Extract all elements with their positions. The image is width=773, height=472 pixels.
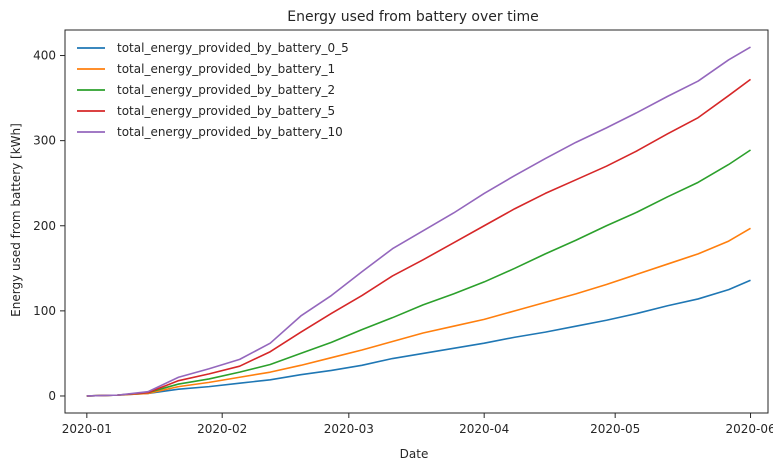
y-tick-label: 0 <box>48 389 56 403</box>
x-tick-label: 2020-03 <box>324 422 374 436</box>
y-tick-label: 300 <box>33 134 56 148</box>
chart-title: Energy used from battery over time <box>287 9 538 25</box>
legend-label: total_energy_provided_by_battery_2 <box>117 83 335 97</box>
series-line-4 <box>86 46 751 397</box>
y-axis-label: Energy used from battery [kWh] <box>9 123 23 317</box>
series-lines <box>86 46 752 397</box>
legend: total_energy_provided_by_battery_0_5tota… <box>77 41 349 139</box>
y-tick-label: 200 <box>33 219 56 233</box>
x-tick-label: 2020-01 <box>62 422 112 436</box>
legend-label: total_energy_provided_by_battery_5 <box>117 104 335 118</box>
x-axis: 2020-01 2020-02 2020-03 2020-04 2020-05 2020-… <box>62 413 773 436</box>
plot-frame <box>64 29 769 414</box>
x-tick-label: 2020-04 <box>459 422 509 436</box>
x-tick-label: 2020-02 <box>197 422 247 436</box>
legend-label: total_energy_provided_by_battery_10 <box>117 125 343 139</box>
y-axis: 0 100 200 300 400 <box>33 49 65 403</box>
x-tick-label: 2020-05 <box>590 422 640 436</box>
series-line-3 <box>86 78 752 397</box>
legend-label: total_energy_provided_by_battery_1 <box>117 62 335 76</box>
y-tick-label: 400 <box>33 49 56 63</box>
y-tick-label: 100 <box>33 304 56 318</box>
series-line-1 <box>86 227 751 397</box>
series-line-0 <box>86 279 751 397</box>
x-axis-label: Date <box>400 447 429 461</box>
x-tick-label: 2020-06 <box>725 422 773 436</box>
series-line-2 <box>86 149 751 397</box>
legend-label: total_energy_provided_by_battery_0_5 <box>117 41 349 55</box>
